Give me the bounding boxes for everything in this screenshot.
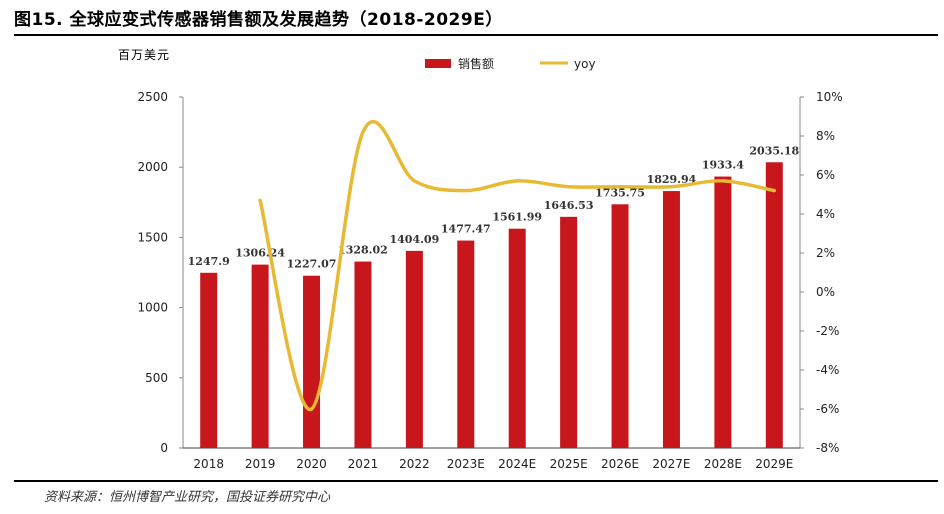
x-tick-label: 2022 <box>399 457 430 471</box>
bar <box>611 204 629 448</box>
title-rule <box>14 34 938 36</box>
bar-value-label: 2035.18 <box>749 144 799 157</box>
bar <box>405 250 423 448</box>
right-tick-label: 0% <box>816 285 835 299</box>
right-axis: -8% -6% -4% -2% 0% 2% 4% 6% 8% 10% <box>799 90 843 455</box>
x-tick-label: 2019 <box>245 457 276 471</box>
bar-value-label: 1829.94 <box>647 173 697 186</box>
legend-label-sales: 销售额 <box>458 56 494 71</box>
legend: 销售额 yoy <box>425 56 596 71</box>
left-tick-label: 0 <box>160 441 168 455</box>
right-tick-label: -8% <box>816 441 839 455</box>
bar-value-label: 1477.47 <box>441 223 491 236</box>
bar <box>508 228 526 448</box>
x-tick-label: 2024E <box>498 457 536 471</box>
x-tick-label: 2018 <box>193 457 224 471</box>
bar-value-label: 1227.07 <box>287 258 337 271</box>
right-tick-label: 2% <box>816 246 835 260</box>
right-tick-label: -6% <box>816 402 839 416</box>
yoy-line <box>258 120 777 411</box>
bar <box>303 275 321 448</box>
bar <box>354 261 372 448</box>
left-tick-label: 1000 <box>137 301 168 315</box>
bar-labels: 1247.9 1306.241227.071328.021404.091477.4… <box>188 144 800 270</box>
x-tick-label: 2027E <box>652 457 690 471</box>
bar-value-label: 1735.75 <box>595 186 645 199</box>
left-tick-label: 2000 <box>137 160 168 174</box>
bar <box>251 264 269 448</box>
footer-rule <box>14 480 938 482</box>
x-tick-label: 2025E <box>550 457 588 471</box>
left-tick-label: 500 <box>145 371 168 385</box>
right-tick-label: 10% <box>816 90 843 104</box>
bar-value-label: 1306.24 <box>235 247 285 260</box>
bar <box>200 272 218 448</box>
left-tick-label: 2500 <box>137 90 168 104</box>
bar-value-label: 1561.99 <box>492 211 542 224</box>
bar-series <box>200 162 783 449</box>
x-tick-label: 2026E <box>601 457 639 471</box>
right-tick-label: -4% <box>816 363 839 377</box>
unit-label: 百万美元 <box>118 48 171 62</box>
bar-value-label: 1933.4 <box>702 159 744 172</box>
bar <box>662 191 680 449</box>
right-tick-label: 4% <box>816 207 835 221</box>
x-tick-label: 2029E <box>755 457 793 471</box>
x-axis-labels: 2018 2019 2020 2021 2022 2023E 2024E 2025E 2026E… <box>193 457 793 471</box>
bar <box>560 216 578 448</box>
x-tick-label: 2021 <box>348 457 379 471</box>
left-axis: 0 500 1000 1500 2000 2500 <box>137 90 184 455</box>
x-tick-label: 2020 <box>296 457 327 471</box>
right-tick-label: 6% <box>816 168 835 182</box>
bar-value-label: 1328.02 <box>338 244 388 257</box>
bar-value-label: 1646.53 <box>544 199 594 212</box>
legend-label-yoy: yoy <box>574 57 596 71</box>
x-tick-label: 2028E <box>704 457 742 471</box>
bar <box>765 162 783 448</box>
left-tick-label: 1500 <box>137 230 168 244</box>
right-tick-label: -2% <box>816 324 839 338</box>
legend-swatch-sales <box>425 59 451 68</box>
chart-title: 图15. 全球应变式传感器销售额及发展趋势（2018-2029E） <box>14 10 503 30</box>
bar-value-label: 1404.09 <box>389 233 439 246</box>
bar <box>457 240 475 448</box>
bar-value-label: 1247.9 <box>188 255 230 268</box>
source-note: 资料来源：恒州博智产业研究，国投证券研究中心 <box>44 490 331 505</box>
bar <box>714 176 732 448</box>
right-tick-label: 8% <box>816 129 835 143</box>
x-tick-label: 2023E <box>447 457 485 471</box>
